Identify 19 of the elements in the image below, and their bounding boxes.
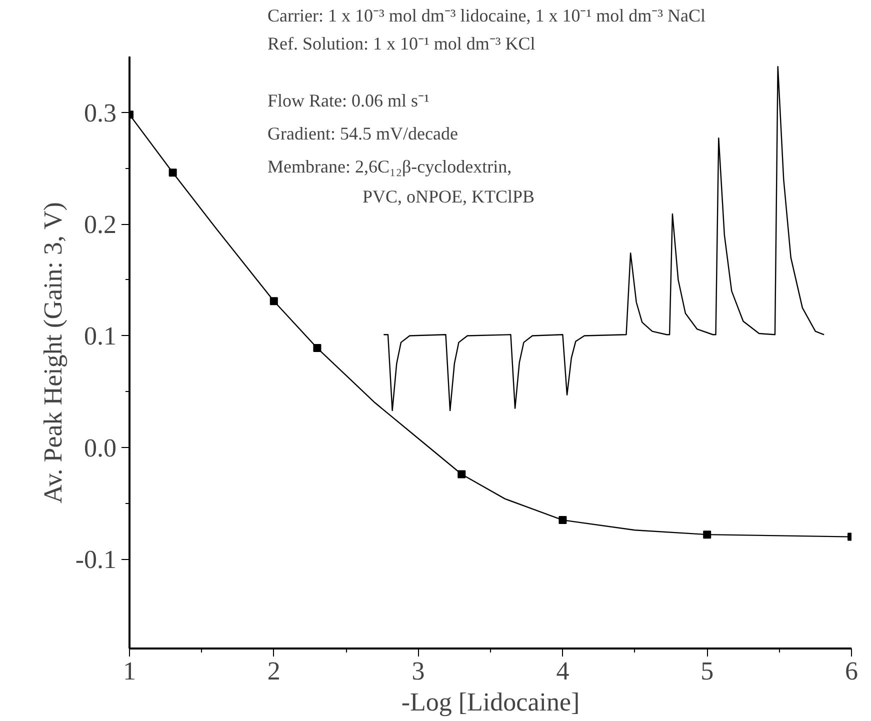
text: Ref. Solution: 1 x 10⁻¹ mol dm⁻³ KCl (268, 34, 536, 54)
x-tick-label: 1 (123, 656, 136, 686)
annotation: Flow Rate: 0.06 ml s⁻¹ (268, 90, 430, 110)
x-tick-label: 4 (556, 656, 570, 686)
x-tick-label: 5 (700, 656, 714, 686)
text: Carrier: 1 x 10⁻³ mol dm⁻³ lidocaine, 1 x 10⁻¹ mol dm⁻³ NaCl (268, 6, 706, 26)
y-tick-label: 0.3 (84, 98, 116, 128)
x-tick-label: 2 (267, 656, 280, 686)
y-tick-label: 0.2 (84, 210, 116, 240)
y-tick-label: -0.1 (75, 545, 117, 574)
y-axis-title: Av. Peak Height (Gain: 3, V) (38, 202, 68, 504)
annotation: Gradient: 54.5 mV/decade (268, 124, 458, 144)
y-tick-label: 0.1 (84, 322, 116, 351)
x-tick-label: 6 (845, 656, 858, 686)
x-axis-title: -Log [Lidocaine] (401, 688, 580, 716)
annotation: PVC, oNPOE, KTClPB (362, 186, 535, 206)
annotation: Membrane: 2,6C₁₂β-cyclodextrin, (268, 156, 512, 176)
y-tick-label: 0.0 (84, 433, 116, 462)
x-tick-label: 3 (412, 656, 425, 686)
